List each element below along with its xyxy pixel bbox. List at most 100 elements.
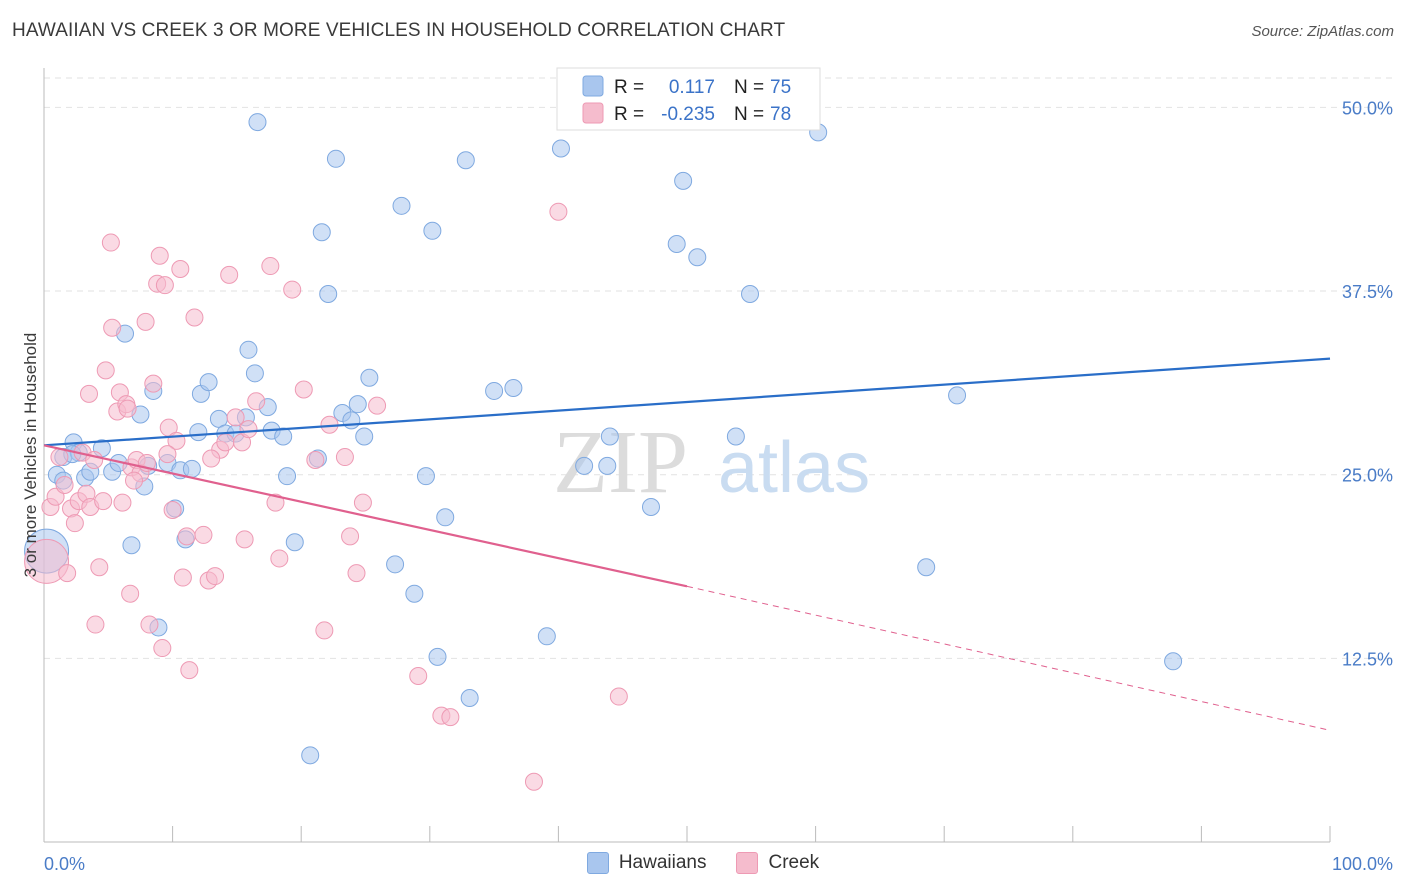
point-creek xyxy=(609,687,628,706)
point-creek xyxy=(155,276,174,295)
legend-item-creek: Creek xyxy=(736,852,819,874)
point-creek xyxy=(335,448,354,467)
trend-line-hawaiians xyxy=(43,357,1331,447)
point-creek xyxy=(409,666,428,685)
point-creek xyxy=(306,451,325,469)
point-creek xyxy=(341,527,360,546)
point-hawaiians xyxy=(428,647,447,666)
point-hawaiians xyxy=(342,411,361,430)
point-creek xyxy=(121,584,140,603)
point-hawaiians xyxy=(301,746,320,765)
point-hawaiians xyxy=(319,284,338,303)
point-creek xyxy=(206,567,225,586)
point-hawaiians xyxy=(326,149,345,168)
point-creek xyxy=(549,202,568,221)
point-hawaiians xyxy=(600,427,619,446)
bottom-legend: Hawaiians Creek xyxy=(0,852,1406,874)
point-hawaiians xyxy=(598,456,617,475)
point-hawaiians xyxy=(245,364,264,383)
point-hawaiians xyxy=(416,467,435,486)
point-creek xyxy=(173,568,192,587)
point-hawaiians xyxy=(248,113,267,132)
point-hawaiians xyxy=(667,235,686,254)
trend-line-creek xyxy=(43,444,688,588)
point-creek xyxy=(65,514,84,533)
point-hawaiians xyxy=(917,558,936,577)
legend-swatch-creek xyxy=(582,102,604,124)
y-tick-label: 37.5% xyxy=(1342,282,1393,302)
point-creek xyxy=(239,420,258,439)
point-creek xyxy=(86,615,105,634)
point-hawaiians xyxy=(460,689,479,708)
creek-swatch xyxy=(736,852,759,874)
hawaiians-swatch xyxy=(586,852,609,874)
point-hawaiians xyxy=(688,248,707,267)
point-creek xyxy=(261,257,280,276)
point-creek xyxy=(158,445,177,464)
point-creek xyxy=(185,308,204,327)
point-creek xyxy=(283,280,302,299)
point-hawaiians xyxy=(189,423,208,442)
y-tick-label: 12.5% xyxy=(1342,649,1393,669)
point-hawaiians xyxy=(392,196,411,215)
point-creek xyxy=(118,399,137,418)
point-creek xyxy=(150,246,169,265)
data-points xyxy=(24,113,1183,791)
y-tick-label: 25.0% xyxy=(1342,466,1393,486)
trend-lines xyxy=(43,357,1331,731)
point-hawaiians xyxy=(1164,652,1183,671)
point-hawaiians xyxy=(239,340,258,359)
point-hawaiians xyxy=(285,533,304,552)
axes xyxy=(43,68,1331,843)
point-hawaiians xyxy=(504,379,523,398)
x-tick-label-min: 0.0% xyxy=(44,854,85,874)
point-creek xyxy=(96,361,115,380)
point-hawaiians xyxy=(551,139,570,158)
legend-r-value-1: 0.117 xyxy=(669,77,715,98)
chart-title: HAWAIIAN VS CREEK 3 OR MORE VEHICLES IN … xyxy=(12,20,786,41)
point-creek xyxy=(163,500,182,519)
point-creek xyxy=(194,525,213,544)
point-creek xyxy=(144,374,163,393)
hawaiians-label: Hawaiians xyxy=(618,852,707,873)
point-creek xyxy=(24,538,70,584)
point-creek xyxy=(247,392,266,411)
point-creek xyxy=(216,433,235,452)
point-hawaiians xyxy=(312,223,331,242)
point-creek xyxy=(94,492,113,511)
legend-n-value-2: 78 xyxy=(770,104,791,125)
point-creek xyxy=(524,772,543,791)
point-hawaiians xyxy=(278,467,297,486)
point-hawaiians xyxy=(423,221,442,240)
legend-n-value-1: 75 xyxy=(770,77,791,98)
x-tick-label-max: 100.0% xyxy=(1332,854,1393,874)
point-creek xyxy=(113,493,132,512)
point-creek xyxy=(90,558,109,577)
legend-swatch-hawaiians xyxy=(582,75,604,97)
point-creek xyxy=(103,318,122,337)
point-creek xyxy=(58,564,77,583)
point-hawaiians xyxy=(641,498,660,517)
point-hawaiians xyxy=(386,555,405,574)
point-hawaiians xyxy=(741,284,760,303)
point-creek xyxy=(315,621,334,640)
legend-n-label-2: N = xyxy=(734,104,764,125)
point-hawaiians xyxy=(436,508,455,527)
point-creek xyxy=(294,380,313,399)
point-hawaiians xyxy=(274,427,293,446)
watermark-zip: ZIP xyxy=(553,413,688,512)
legend-r-value-2: -0.235 xyxy=(661,104,715,125)
legend-box: R = 0.117 N = 75 R = -0.235 N = 78 xyxy=(556,67,821,131)
legend-item-hawaiians: Hawaiians xyxy=(586,852,707,874)
source-label: Source: ZipAtlas.com xyxy=(1251,23,1394,40)
point-creek xyxy=(202,449,221,468)
point-creek xyxy=(353,493,372,512)
point-hawaiians xyxy=(199,373,218,392)
legend-n-label-1: N = xyxy=(734,77,764,98)
y-tick-labels: 12.5% 25.0% 37.5% 50.0% xyxy=(1342,98,1393,669)
point-hawaiians xyxy=(122,536,141,555)
point-creek xyxy=(441,708,460,727)
point-creek xyxy=(347,564,366,583)
point-hawaiians xyxy=(948,386,967,405)
